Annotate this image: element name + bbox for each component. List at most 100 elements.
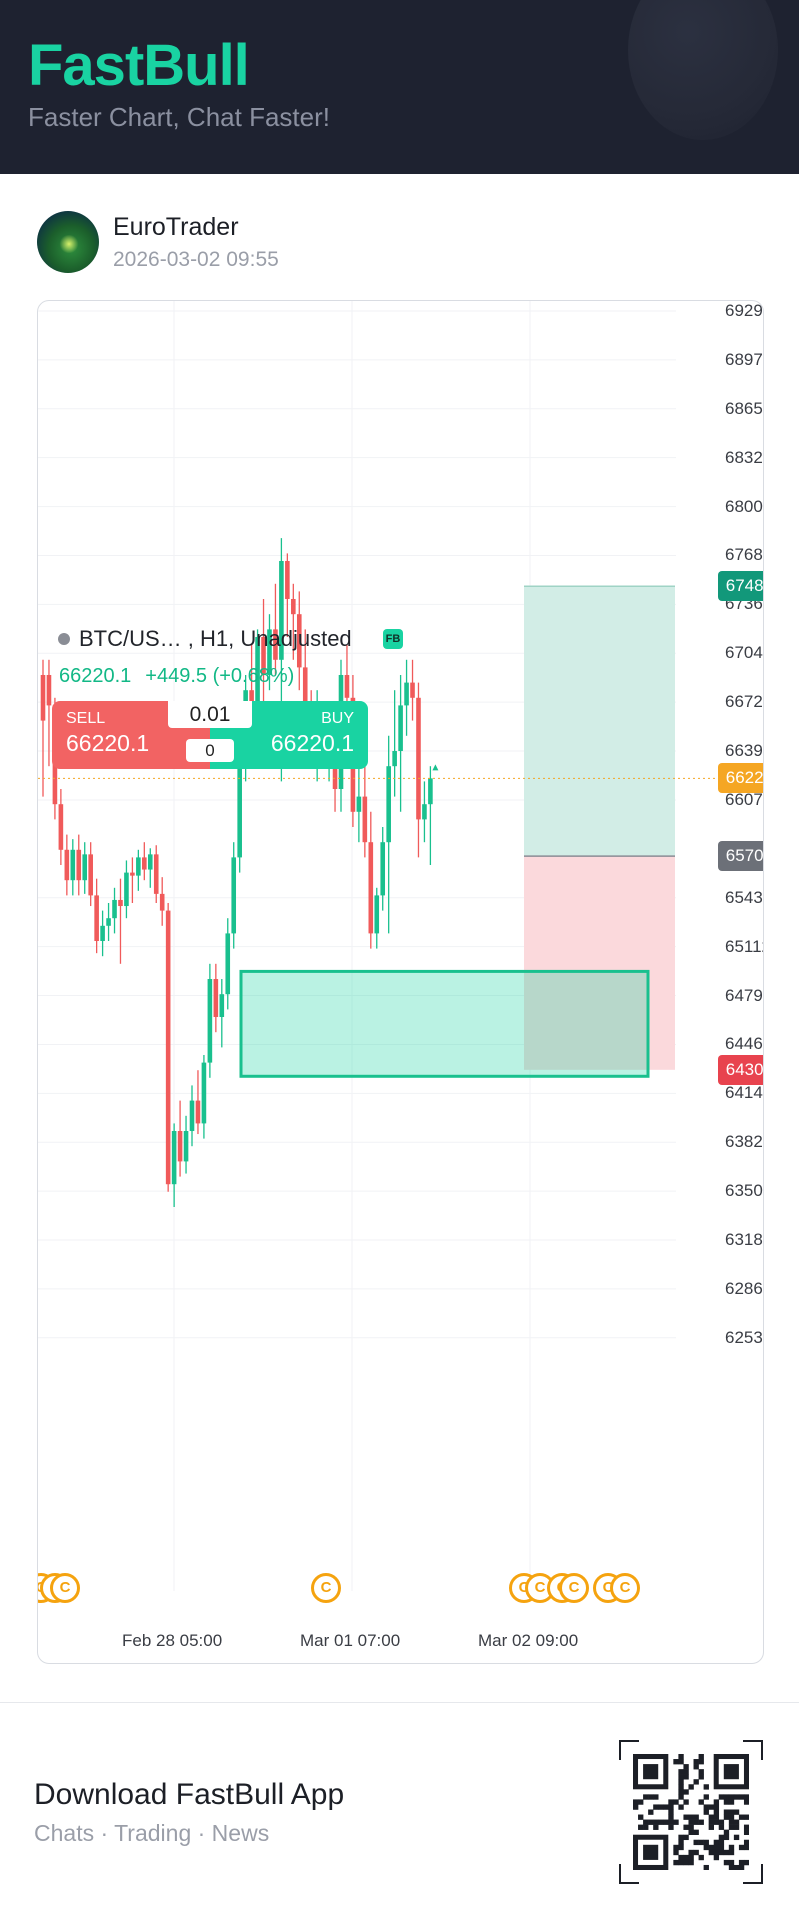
candle-body	[279, 560, 284, 660]
candle-body	[255, 636, 260, 713]
candle-body	[165, 910, 171, 1185]
take-profit-zone[interactable]	[524, 586, 675, 857]
spread-value: 0	[186, 739, 234, 762]
buy-price: 66220.1	[270, 730, 354, 756]
candle-body	[362, 796, 368, 843]
x-tick-label: Mar 02 09:00	[478, 1631, 579, 1650]
x-tick-label: Mar 01 07:00	[300, 1631, 401, 1650]
candle-body	[261, 636, 266, 675]
candle-body	[428, 778, 433, 805]
buy-label: BUY	[321, 710, 354, 727]
candlestick-chart[interactable]	[38, 301, 763, 1663]
username[interactable]: EuroTrader	[113, 213, 239, 241]
sell-label: SELL	[66, 710, 106, 727]
post-timestamp: 2026-03-02 09:55	[113, 248, 279, 271]
candle-body	[171, 1131, 177, 1185]
candle-body	[177, 1131, 183, 1162]
candle-body	[118, 899, 123, 907]
candle-body	[267, 629, 272, 675]
y-tick-label: 66721.3	[725, 692, 763, 712]
x-tick-label: Feb 28 05:00	[122, 1631, 223, 1650]
chart-card[interactable]: BTC/US… , H1, Unadjusted FB 66220.1 +449.…	[37, 300, 764, 1664]
rectangle-drawing[interactable]	[239, 969, 650, 1078]
candle-body	[100, 925, 105, 941]
candle-body	[82, 854, 88, 881]
y-tick-label: 67042.9	[725, 643, 763, 663]
stop-price-tag: 64302.7	[718, 1054, 763, 1085]
sell-price: 66220.1	[66, 730, 150, 756]
candle-body	[380, 842, 386, 896]
candle-body	[368, 842, 374, 934]
lot-size-input[interactable]: 0.01	[168, 701, 252, 728]
candle-body	[291, 598, 296, 615]
candle-body	[124, 872, 129, 907]
candle-body	[219, 994, 225, 1018]
y-tick-label: 64469.5	[725, 1034, 763, 1054]
calendar-event-icon[interactable]: C	[610, 1573, 640, 1603]
candle-body	[231, 857, 237, 934]
candle-body	[398, 705, 403, 751]
y-tick-label: 65434.6	[725, 887, 763, 907]
candle-body	[189, 1100, 195, 1132]
candle-body	[410, 682, 415, 698]
candle-body	[94, 895, 99, 941]
moon-decoration	[628, 0, 778, 140]
candle-body	[130, 872, 135, 876]
avatar[interactable]	[37, 211, 99, 273]
y-tick-label: 64791.2	[725, 985, 763, 1005]
candle-body	[422, 804, 427, 820]
footer-divider	[0, 1702, 799, 1703]
calendar-event-icon[interactable]: C	[559, 1573, 589, 1603]
candle-body	[386, 766, 391, 843]
candle-body	[374, 895, 380, 934]
candle-body	[404, 682, 409, 706]
candle-body	[40, 674, 46, 721]
symbol-title[interactable]: BTC/US… , H1, Unadjusted	[79, 626, 352, 651]
fb-badge-icon: FB	[383, 629, 403, 649]
candle-body	[296, 614, 302, 668]
candle-body	[136, 857, 141, 876]
candle-body	[195, 1100, 201, 1124]
price-arrow-icon	[432, 764, 439, 771]
status-dot-icon	[58, 633, 70, 645]
candle-body	[46, 674, 52, 706]
y-tick-label: 65112.9	[725, 936, 763, 956]
download-title[interactable]: Download FastBull App	[34, 1778, 345, 1811]
calendar-event-icon[interactable]: C	[311, 1573, 341, 1603]
y-tick-label: 63504.5	[725, 1181, 763, 1201]
y-tick-label: 68007.9	[725, 496, 763, 516]
candle-body	[344, 674, 350, 698]
candle-body	[112, 899, 117, 919]
calendar-event-icon[interactable]: C	[50, 1573, 80, 1603]
candle-body	[159, 893, 165, 911]
candle-body	[106, 918, 111, 926]
stop-loss-zone[interactable]	[524, 856, 675, 1070]
candle-body	[153, 854, 159, 894]
quote-line: 66220.1 +449.5 (+0.68%)	[59, 665, 308, 688]
tagline: Faster Chart, Chat Faster!	[28, 102, 330, 132]
target-price-tag: 67484.0	[718, 571, 763, 602]
candle-body	[302, 667, 308, 729]
trade-panel: SELL 66220.1 BUY 66220.1 0.01 0	[52, 701, 368, 769]
y-tick-label: 66077.9	[725, 789, 763, 809]
candle-body	[64, 849, 70, 881]
y-tick-label: 62861.2	[725, 1278, 763, 1298]
candle-body	[285, 560, 290, 599]
y-tick-label: 68651.3	[725, 398, 763, 418]
candle-body	[213, 979, 219, 1018]
candle-body	[237, 766, 242, 858]
qr-pattern	[633, 1754, 749, 1870]
y-tick-label: 64147.9	[725, 1083, 763, 1103]
candle-body	[356, 796, 362, 812]
candle-body	[207, 979, 213, 1063]
fastbull-logo: FastBull	[28, 33, 250, 98]
y-tick-label: 68329.6	[725, 447, 763, 467]
candle-body	[147, 854, 153, 870]
candle-body	[70, 849, 76, 881]
download-subtitle: Chats · Trading · News	[34, 1820, 270, 1846]
qr-code[interactable]	[619, 1740, 763, 1884]
candle-body	[225, 933, 231, 995]
candle-body	[416, 697, 421, 820]
